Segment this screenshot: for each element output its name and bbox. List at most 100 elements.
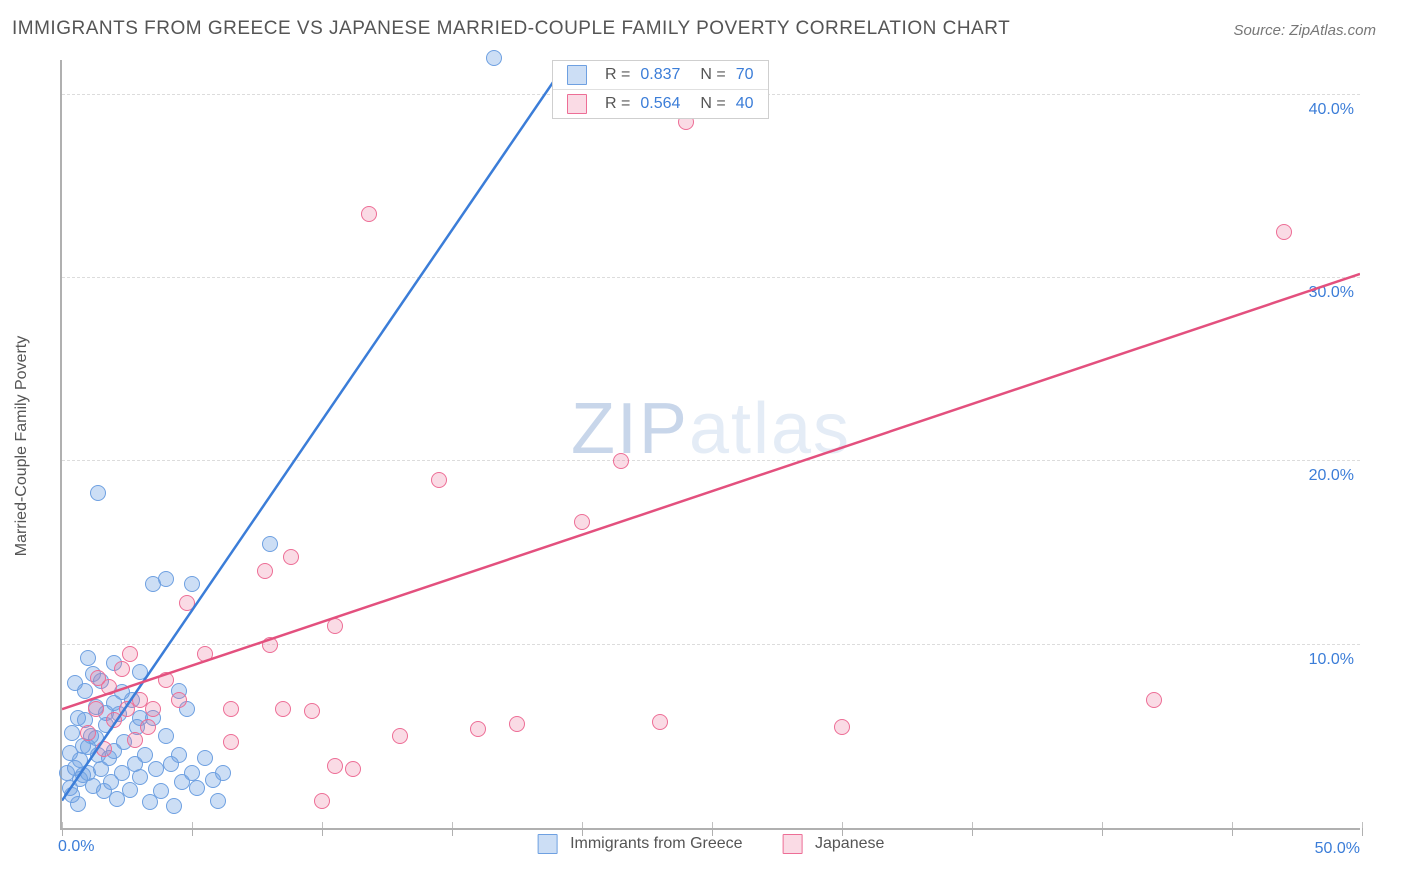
stats-n-label2: N = xyxy=(700,95,725,113)
data-point-greece xyxy=(148,761,164,777)
x-tick xyxy=(1362,828,1363,836)
x-tick-inner xyxy=(1362,822,1363,828)
x-tick-label: 50.0% xyxy=(1315,840,1360,858)
data-point-japanese xyxy=(834,719,850,735)
data-point-japanese xyxy=(223,701,239,717)
y-tick-label: 40.0% xyxy=(1309,101,1354,119)
data-point-greece xyxy=(80,650,96,666)
data-point-japanese xyxy=(652,714,668,730)
data-point-greece xyxy=(158,728,174,744)
swatch-greece xyxy=(567,65,587,85)
x-tick-inner xyxy=(322,822,323,828)
data-point-greece xyxy=(171,747,187,763)
data-point-greece xyxy=(184,765,200,781)
y-axis-label: Married-Couple Family Poverty xyxy=(13,336,31,557)
data-point-japanese xyxy=(171,692,187,708)
x-tick xyxy=(322,828,323,836)
data-point-japanese xyxy=(257,563,273,579)
x-tick xyxy=(1232,828,1233,836)
watermark-zip: ZIP xyxy=(571,389,689,469)
swatch-japanese xyxy=(567,94,587,114)
x-tick xyxy=(62,828,63,836)
stats-r-label: R = xyxy=(605,66,630,84)
gridline xyxy=(62,277,1360,278)
data-point-japanese xyxy=(1146,692,1162,708)
x-tick-label: 0.0% xyxy=(58,838,94,856)
stats-r-greece: 0.837 xyxy=(640,66,680,84)
data-point-japanese xyxy=(88,701,104,717)
x-tick xyxy=(452,828,453,836)
watermark-atlas: atlas xyxy=(689,389,851,469)
data-point-japanese xyxy=(275,701,291,717)
x-tick-inner xyxy=(192,822,193,828)
data-point-japanese xyxy=(80,725,96,741)
data-point-japanese xyxy=(613,453,629,469)
data-point-japanese xyxy=(114,661,130,677)
stats-box: R = 0.837 N = 70 R = 0.564 N = 40 xyxy=(552,60,769,119)
data-point-greece xyxy=(67,675,83,691)
data-point-japanese xyxy=(361,206,377,222)
x-tick xyxy=(1102,828,1103,836)
legend-item-greece: Immigrants from Greece xyxy=(538,834,743,854)
trend-lines xyxy=(62,60,1360,828)
data-point-japanese xyxy=(327,618,343,634)
data-point-japanese xyxy=(127,732,143,748)
x-tick-inner xyxy=(1102,822,1103,828)
data-point-japanese xyxy=(96,741,112,757)
stats-r-label2: R = xyxy=(605,95,630,113)
data-point-greece xyxy=(132,769,148,785)
data-point-japanese xyxy=(145,701,161,717)
data-point-greece xyxy=(132,664,148,680)
x-tick-inner xyxy=(1232,822,1233,828)
trend-line-greece xyxy=(62,60,568,801)
x-tick-inner xyxy=(712,822,713,828)
data-point-japanese xyxy=(345,761,361,777)
stats-n-greece: 70 xyxy=(736,66,754,84)
stats-n-japanese: 40 xyxy=(736,95,754,113)
data-point-japanese xyxy=(90,670,106,686)
data-point-greece xyxy=(486,50,502,66)
data-point-greece xyxy=(166,798,182,814)
data-point-japanese xyxy=(574,514,590,530)
data-point-japanese xyxy=(283,549,299,565)
data-point-japanese xyxy=(158,672,174,688)
data-point-greece xyxy=(153,783,169,799)
data-point-greece xyxy=(210,793,226,809)
x-tick xyxy=(192,828,193,836)
trend-line-japanese xyxy=(62,274,1360,709)
data-point-japanese xyxy=(262,637,278,653)
x-tick-inner xyxy=(452,822,453,828)
data-point-greece xyxy=(262,536,278,552)
data-point-greece xyxy=(90,485,106,501)
x-tick-inner xyxy=(842,822,843,828)
data-point-japanese xyxy=(392,728,408,744)
data-point-greece xyxy=(59,765,75,781)
data-point-japanese xyxy=(122,646,138,662)
y-tick-label: 20.0% xyxy=(1309,467,1354,485)
data-point-greece xyxy=(122,782,138,798)
data-point-japanese xyxy=(304,703,320,719)
legend: Immigrants from Greece Japanese xyxy=(538,834,885,854)
x-tick xyxy=(972,828,973,836)
legend-swatch-greece xyxy=(538,834,558,854)
data-point-japanese xyxy=(314,793,330,809)
data-point-japanese xyxy=(106,712,122,728)
x-tick-inner xyxy=(972,822,973,828)
x-tick-inner xyxy=(582,822,583,828)
data-point-japanese xyxy=(431,472,447,488)
legend-label-greece: Immigrants from Greece xyxy=(570,835,742,852)
x-tick xyxy=(582,828,583,836)
data-point-greece xyxy=(197,750,213,766)
legend-item-japanese: Japanese xyxy=(783,834,885,854)
chart-title: IMMIGRANTS FROM GREECE VS JAPANESE MARRI… xyxy=(12,18,1010,40)
data-point-greece xyxy=(184,576,200,592)
data-point-japanese xyxy=(1276,224,1292,240)
data-point-greece xyxy=(215,765,231,781)
x-tick xyxy=(712,828,713,836)
legend-label-japanese: Japanese xyxy=(815,835,884,852)
data-point-japanese xyxy=(509,716,525,732)
data-point-japanese xyxy=(327,758,343,774)
data-point-greece xyxy=(158,571,174,587)
data-point-greece xyxy=(75,767,91,783)
x-tick-inner xyxy=(62,822,63,828)
